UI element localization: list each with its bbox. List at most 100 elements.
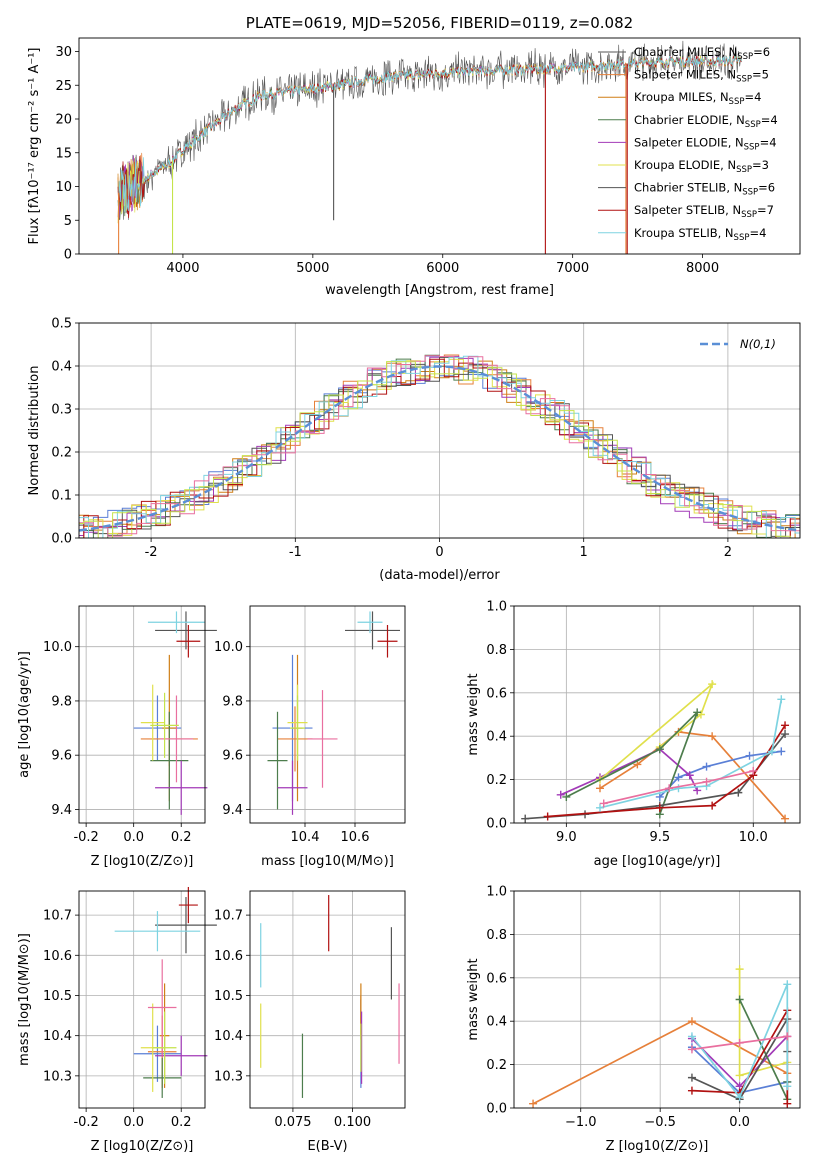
y-tick-label: 10.0 (214, 640, 243, 655)
axes-group: 4000 5000 6000 7000 8000 0 5 10 15 20 25 30 (55, 45, 719, 276)
errorbar-group (267, 611, 400, 815)
legend-entry: Kroupa STELIB, NSSP=4 (634, 226, 766, 243)
y-tick-label: 0.5 (51, 317, 72, 332)
y-tick-label: 15 (55, 146, 72, 161)
weight-marker (777, 695, 786, 704)
y-tick-label: 9.4 (51, 803, 72, 818)
x-axis-label: Z [log10(Z/Z⊙)] (91, 1139, 194, 1154)
axes-frame (78, 37, 801, 255)
weight-marker (687, 1073, 696, 1082)
weight-line (603, 770, 754, 805)
x-tick-label: 9.0 (556, 830, 577, 845)
weight-line (599, 681, 715, 781)
errorbar-group (260, 895, 400, 1098)
y-tick-label: 0.8 (486, 643, 507, 658)
y-tick-label: 0.2 (51, 446, 72, 461)
x-tick-label: 9.5 (649, 830, 670, 845)
x-axis-label: E(B-V) (307, 1139, 347, 1154)
weight-marker (655, 803, 664, 812)
y-tick-label: 10.3 (43, 1069, 72, 1084)
x-tick-label: −1.0 (565, 1115, 597, 1130)
weight-group (529, 965, 792, 1108)
y-tick-label: 25 (55, 79, 72, 94)
x-tick-label: 10.0 (739, 830, 768, 845)
y-tick-label: 10.4 (214, 1029, 243, 1044)
weight-marker (783, 1082, 792, 1091)
axes-frame (249, 890, 406, 1109)
weight-marker (702, 762, 711, 771)
y-tick-label: 10.5 (214, 989, 243, 1004)
y-tick-label: 10.6 (214, 949, 243, 964)
histogram-step (79, 358, 800, 538)
y-tick-label: 0.0 (486, 817, 507, 832)
y-tick-label: 10.6 (43, 949, 72, 964)
weight-marker (529, 1099, 538, 1108)
x-axis-label: Z [log10(Z/Z⊙)] (91, 854, 194, 869)
axes-frame (513, 605, 801, 824)
weight-marker (521, 814, 530, 823)
x-tick-label: 5000 (296, 261, 329, 276)
histogram-step (79, 360, 800, 538)
legend: Chabrier MILES, NSSP=6 Salpeter MILES, NS… (598, 45, 778, 243)
weight-marker (783, 1032, 792, 1041)
weight-marker (655, 745, 664, 754)
x-tick-label: 7000 (556, 261, 589, 276)
spectrum-line (117, 54, 742, 212)
y-tick-label: 10.7 (43, 909, 72, 924)
x-tick-label: -2 (145, 545, 158, 560)
legend-entry: Salpeter MILES, NSSP=5 (634, 68, 769, 85)
weight-marker (783, 980, 792, 989)
weight-line (565, 711, 698, 815)
y-tick-label: 0.4 (486, 1015, 507, 1030)
weight-marker (735, 1071, 744, 1080)
y-tick-label: 0.0 (51, 532, 72, 547)
histogram-group (79, 354, 800, 538)
y-tick-label: 0.4 (486, 730, 507, 745)
y-tick-label: 10.0 (43, 640, 72, 655)
x-tick-label: -0.2 (73, 830, 98, 845)
y-axis-label: mass [log10(M/M⊙)] (17, 933, 32, 1066)
weight-line (525, 733, 786, 820)
y-tick-label: 0.6 (486, 686, 507, 701)
weight-marker (735, 1038, 744, 1047)
y-axis-label: Flux [fλ10⁻¹⁷ erg cm⁻² s⁻¹ A⁻¹] (27, 48, 42, 245)
weight-marker (599, 799, 608, 808)
x-tick-label: 0 (435, 545, 443, 560)
weight-group (521, 680, 790, 823)
spectrum-group (117, 40, 742, 254)
y-tick-label: 0.4 (51, 360, 72, 375)
x-tick-label: 1 (580, 545, 588, 560)
axes-frame (78, 605, 206, 824)
weight-marker (783, 1099, 792, 1108)
y-tick-label: 0.3 (51, 403, 72, 418)
y-tick-label: 0 (64, 248, 72, 263)
x-tick-label: -1 (289, 545, 302, 560)
weight-marker (708, 732, 717, 741)
weight-marker (595, 803, 604, 812)
x-tick-label: -0.2 (73, 1115, 98, 1130)
y-tick-label: 0.1 (51, 489, 72, 504)
x-tick-label: 0.0 (123, 1115, 144, 1130)
axes-group: −1.0 −0.5 0.0 0.0 0.2 0.4 0.6 0.8 1.0 (486, 885, 800, 1130)
weight-marker (735, 995, 744, 1004)
y-tick-label: 1.0 (486, 600, 507, 615)
normal-curve (79, 365, 800, 532)
x-axis-label: mass [log10(M/M⊙)] (261, 854, 394, 869)
weight-marker (749, 766, 758, 775)
y-tick-label: 9.6 (51, 749, 72, 764)
weight-marker (687, 1017, 696, 1026)
weight-marker (734, 788, 743, 797)
y-axis-label: mass weight (466, 673, 481, 755)
weight-marker (708, 680, 717, 689)
histogram-step (79, 355, 800, 536)
x-tick-label: 0.2 (171, 830, 192, 845)
y-tick-label: 0.6 (486, 971, 507, 986)
y-axis-label: Normed distribution (27, 366, 42, 496)
spectrum-line (117, 40, 742, 220)
axes-frame (78, 322, 801, 539)
x-tick-label: 0.0 (729, 1115, 750, 1130)
histogram-step (79, 355, 800, 538)
legend-entry: N(0,1) (740, 337, 776, 351)
weight-line (599, 699, 783, 809)
